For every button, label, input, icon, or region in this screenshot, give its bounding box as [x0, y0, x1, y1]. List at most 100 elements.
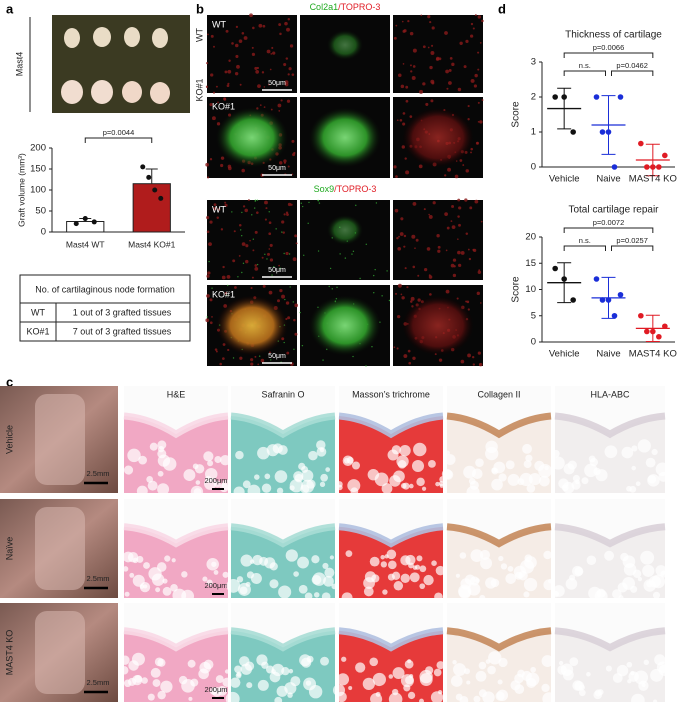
nucleus [472, 363, 476, 366]
marrow [127, 448, 141, 463]
scale-label: 200μm [204, 581, 227, 590]
nucleus [403, 354, 408, 358]
marrow [246, 682, 253, 689]
marrow [523, 577, 538, 592]
nucleus [279, 161, 283, 165]
marrow [239, 586, 248, 595]
nucleus [293, 318, 296, 322]
cartilage-surface [231, 603, 335, 648]
nucleus [472, 27, 475, 30]
signal [352, 355, 354, 358]
marrow [475, 670, 487, 682]
y-axis-label: Score [511, 101, 522, 128]
nucleus [266, 49, 271, 54]
marrow [236, 671, 242, 677]
table-cell: 1 out of 3 grafted tissues [73, 307, 172, 317]
marrow [346, 456, 354, 464]
signal [317, 200, 319, 202]
marrow [475, 458, 484, 467]
y-tick-label: 5 [531, 310, 536, 321]
signal [252, 238, 255, 240]
marrow [631, 693, 645, 702]
marrow [586, 555, 597, 566]
marrow [626, 661, 633, 668]
cartilage-layer [123, 523, 229, 548]
marrow [264, 473, 271, 480]
marrow [419, 698, 424, 702]
marrow [120, 655, 130, 665]
x-tick-label: Vehicle [549, 174, 580, 185]
nucleus [291, 73, 295, 76]
nucleus [258, 23, 263, 28]
marrow [350, 487, 359, 496]
marrow [380, 555, 385, 560]
marrow [181, 571, 188, 578]
marrow [147, 693, 155, 701]
marrow [299, 654, 312, 667]
y-tick-label: 50 [35, 206, 46, 217]
nucleus [469, 206, 473, 210]
nucleus [286, 27, 290, 32]
nucleus [278, 23, 282, 26]
signal [253, 207, 256, 209]
significance-bracket [84, 137, 153, 143]
nucleus [287, 202, 292, 207]
data-point [561, 94, 567, 100]
marrow [236, 576, 244, 583]
marrow [372, 672, 386, 687]
signal [254, 200, 257, 202]
nucleus [477, 15, 482, 19]
marrow [284, 682, 297, 695]
significance-label: p=0.0257 [616, 236, 648, 245]
nucleus [404, 157, 407, 160]
nucleus [288, 67, 292, 71]
signal [288, 253, 291, 255]
data-point [638, 312, 644, 319]
marrow [157, 658, 166, 667]
marrow [289, 485, 295, 491]
marrow [384, 554, 389, 559]
signal [292, 301, 295, 303]
nucleus [294, 332, 298, 336]
data-point [656, 164, 662, 170]
nucleus [477, 351, 481, 355]
marrow [525, 672, 540, 687]
data-point [91, 219, 97, 225]
marrow [558, 660, 564, 666]
joint-photo [35, 507, 85, 590]
nucleus [452, 258, 457, 262]
marrow [172, 588, 187, 603]
data-point [650, 328, 656, 335]
marrow [653, 699, 658, 702]
cartilage-surface [555, 499, 665, 544]
signal [329, 267, 332, 270]
nucleus [205, 85, 209, 88]
marrow [143, 584, 148, 589]
marrow [487, 665, 496, 675]
marrow [399, 444, 411, 457]
marrow [473, 695, 481, 702]
nucleus [213, 206, 217, 211]
marrow [423, 574, 434, 586]
nucleus [278, 264, 280, 267]
nucleus [220, 156, 225, 160]
significance-bracket [563, 227, 654, 233]
nucleus [206, 294, 210, 298]
nucleus [435, 57, 440, 61]
signal [283, 341, 285, 344]
marrow [336, 691, 347, 702]
nucleus [454, 174, 459, 179]
nucleus [422, 45, 426, 49]
marrow [301, 479, 315, 493]
marrow [313, 592, 320, 598]
marrow [369, 556, 380, 567]
marrow [478, 689, 487, 698]
marrow [645, 457, 656, 468]
marrow [400, 573, 410, 583]
nucleus [283, 161, 286, 164]
nucleus [268, 221, 272, 225]
data-point [662, 152, 668, 159]
marrow [547, 578, 553, 584]
nucleus [430, 51, 435, 55]
marrow [274, 470, 288, 483]
